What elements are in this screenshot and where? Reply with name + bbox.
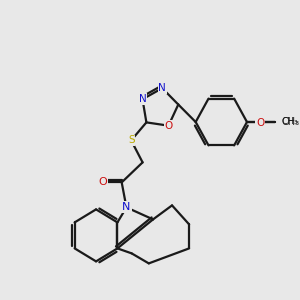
Text: N: N [158, 83, 166, 93]
Text: CH₃: CH₃ [281, 117, 299, 127]
Text: CH₃: CH₃ [281, 118, 298, 127]
Text: O: O [256, 118, 264, 128]
Text: S: S [128, 135, 134, 146]
Text: N: N [122, 202, 130, 212]
Text: O: O [164, 121, 172, 131]
Text: O: O [98, 177, 107, 188]
Text: N: N [139, 94, 146, 104]
Text: O: O [256, 117, 264, 127]
